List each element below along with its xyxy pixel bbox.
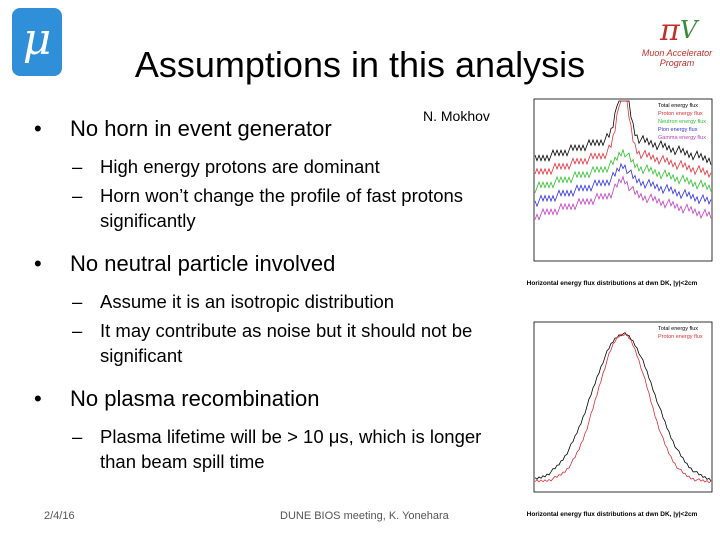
plot-curve bbox=[534, 100, 712, 179]
legend-entry: Gamma energy flux bbox=[658, 135, 706, 141]
legend-entry: Total energy flux bbox=[658, 326, 698, 332]
legend-entry: Total energy flux bbox=[658, 103, 698, 109]
plot-curve bbox=[534, 332, 712, 482]
figure-caption: Horizontal energy flux distributions at … bbox=[526, 280, 698, 287]
bullet-group: No horn in event generator High energy pr… bbox=[30, 116, 490, 233]
bullet-list: No horn in event generator High energy pr… bbox=[30, 116, 490, 492]
bullet: No horn in event generator bbox=[30, 116, 490, 142]
legend-entry: Proton energy flux bbox=[658, 111, 703, 117]
sub-bullet: Plasma lifetime will be > 10 μs, which i… bbox=[30, 424, 490, 474]
plot-curve bbox=[534, 148, 712, 193]
logo-text: Muon Accelerator bbox=[641, 48, 713, 58]
plot: Total energy flux Proton energy flux bbox=[533, 321, 713, 493]
bullet-group: No plasma recombination Plasma lifetime w… bbox=[30, 386, 490, 474]
slide-title: Assumptions in this analysis bbox=[134, 44, 586, 85]
figure-caption: Horizontal energy flux distributions at … bbox=[526, 511, 698, 518]
sub-bullet: It may contribute as noise but it should… bbox=[30, 318, 490, 368]
plot-curve bbox=[534, 162, 712, 208]
sub-bullet: High energy protons are dominant bbox=[30, 154, 490, 179]
figure: Total energy flux Proton energy flux Neutr… bbox=[508, 95, 716, 305]
logo-left: μ bbox=[12, 8, 62, 76]
sub-bullet: Assume it is an isotropic distribution bbox=[30, 289, 490, 314]
logo-text: Program bbox=[659, 58, 695, 68]
svg-text:V: V bbox=[680, 16, 700, 44]
plot-curve bbox=[534, 175, 712, 221]
bullet: No neutral particle involved bbox=[30, 251, 490, 277]
footer-date: 2/4/16 bbox=[44, 510, 75, 522]
sub-bullet: Horn won’t change the profile of fast pr… bbox=[30, 183, 490, 233]
svg-text:π: π bbox=[659, 13, 681, 46]
bullet-group: No neutral particle involved Assume it is… bbox=[30, 251, 490, 368]
bullet: No plasma recombination bbox=[30, 386, 490, 412]
plot: Total energy flux Proton energy flux Neutr… bbox=[533, 98, 713, 262]
footer-text: DUNE BIOS meeting, K. Yonehara bbox=[280, 510, 449, 522]
plot-curve bbox=[534, 333, 712, 484]
plot-frame bbox=[533, 321, 713, 493]
legend-entry: Neutron energy flux bbox=[658, 119, 706, 125]
legend-entry: Proton energy flux bbox=[658, 334, 703, 340]
plot-frame bbox=[533, 98, 713, 262]
legend-entry: Pion energy flux bbox=[658, 127, 698, 133]
figure: Total energy flux Proton energy flux Horiz… bbox=[508, 318, 716, 533]
